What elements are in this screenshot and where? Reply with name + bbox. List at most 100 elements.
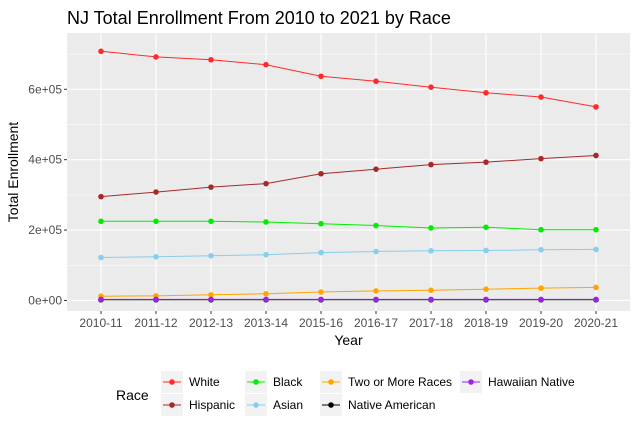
data-point <box>98 254 104 261</box>
legend-item: White <box>161 371 220 393</box>
x-tick-label: 2011-12 <box>134 316 177 330</box>
legend-label: Hawaiian Native <box>488 375 575 389</box>
data-point <box>208 56 214 63</box>
data-point <box>98 193 104 200</box>
data-point <box>428 248 434 254</box>
data-point <box>483 247 489 254</box>
series-hispanic <box>98 152 599 200</box>
series-white <box>98 48 599 110</box>
series-black <box>98 218 599 233</box>
data-point <box>98 218 104 225</box>
legend-item: Hispanic <box>161 394 235 416</box>
data-point <box>373 248 379 255</box>
series-two-or-more-races <box>98 284 599 300</box>
x-axis-title: Year <box>334 332 363 348</box>
grid-minor <box>67 53 630 266</box>
series-line <box>100 286 597 297</box>
data-point <box>263 180 269 187</box>
data-point <box>318 220 324 227</box>
data-point <box>263 251 269 258</box>
data-point <box>318 73 324 80</box>
data-point <box>208 184 214 190</box>
legend-key-point <box>253 379 259 385</box>
legend-item: Native American <box>320 394 435 416</box>
x-tick-label: 2015-16 <box>299 316 343 330</box>
series-line <box>100 50 597 108</box>
x-tick-label: 2019-20 <box>519 316 563 330</box>
legend-label: Black <box>273 375 303 389</box>
data-point <box>428 287 434 294</box>
data-point <box>373 78 379 85</box>
data-point <box>263 296 269 303</box>
data-point <box>483 296 489 303</box>
x-tick-label: 2012-13 <box>189 316 233 330</box>
series-line <box>101 220 596 231</box>
legend-label: Two or More Races <box>348 375 452 389</box>
data-point <box>208 292 214 298</box>
data-point <box>153 218 159 225</box>
data-point <box>593 226 599 233</box>
x-axis: 2010-11 2011-12 2012-13 2013-14 2015-16 2016-… <box>79 311 618 330</box>
legend-title: Race <box>116 387 149 403</box>
x-tick-label: 2016-17 <box>354 316 398 330</box>
legend-item: Two or More Races <box>320 371 452 393</box>
data-point <box>538 94 544 100</box>
data-point <box>483 90 489 96</box>
data-point <box>428 84 434 90</box>
legend-key-point <box>468 379 474 385</box>
data-point <box>538 296 544 303</box>
data-point <box>428 296 434 303</box>
data-point <box>208 252 214 259</box>
data-point <box>538 226 544 233</box>
chart-title: NJ Total Enrollment From 2010 to 2021 by… <box>67 8 451 28</box>
legend-item: Hawaiian Native <box>460 371 575 393</box>
data-point <box>263 290 269 297</box>
data-point <box>593 284 599 291</box>
data-point <box>593 296 599 303</box>
data-point <box>263 219 269 225</box>
data-point <box>98 48 104 55</box>
data-point <box>153 54 159 60</box>
data-point <box>208 296 214 303</box>
data-point <box>208 218 214 225</box>
data-point <box>428 225 434 231</box>
data-point <box>483 224 489 231</box>
legend-key-point <box>253 402 259 408</box>
y-axis: 0e+00 2e+05 4e+05 6e+05 <box>28 82 67 307</box>
y-tick-label: 0e+00 <box>28 293 62 307</box>
x-tick-label: 2017-18 <box>409 316 453 330</box>
x-tick-label: 2020-21 <box>574 316 618 330</box>
data-point <box>263 61 269 68</box>
data-point <box>373 296 379 303</box>
data-point <box>153 254 159 260</box>
data-point <box>593 104 599 110</box>
legend-label: Hispanic <box>189 398 235 412</box>
y-axis-title: Total Enrollment <box>5 122 21 222</box>
legend-item: Asian <box>245 394 303 416</box>
data-point <box>593 152 599 159</box>
legend-item: Black <box>245 371 303 393</box>
series-layer <box>98 48 599 303</box>
series-asian <box>98 246 599 261</box>
data-point <box>318 249 324 256</box>
data-point <box>318 289 324 295</box>
legend-items: White Hispanic Black Asian Two or More Races… <box>161 371 575 416</box>
series-line <box>100 248 597 258</box>
legend-label: White <box>189 375 220 389</box>
data-point <box>98 296 104 303</box>
series-line <box>100 155 597 198</box>
data-point <box>593 246 599 253</box>
grid-major <box>67 33 630 311</box>
x-tick-label: 2010-11 <box>79 316 122 330</box>
y-tick-label: 4e+05 <box>28 153 62 167</box>
series-hawaiian-native <box>98 296 599 303</box>
legend-label: Asian <box>273 398 303 412</box>
legend-key-point <box>328 402 334 408</box>
data-point <box>318 296 324 303</box>
data-point <box>153 189 159 195</box>
legend-label: Native American <box>348 398 435 412</box>
data-point <box>373 222 379 229</box>
data-point <box>538 155 544 162</box>
x-tick-label: 2018-19 <box>464 316 508 330</box>
data-point <box>318 170 324 177</box>
